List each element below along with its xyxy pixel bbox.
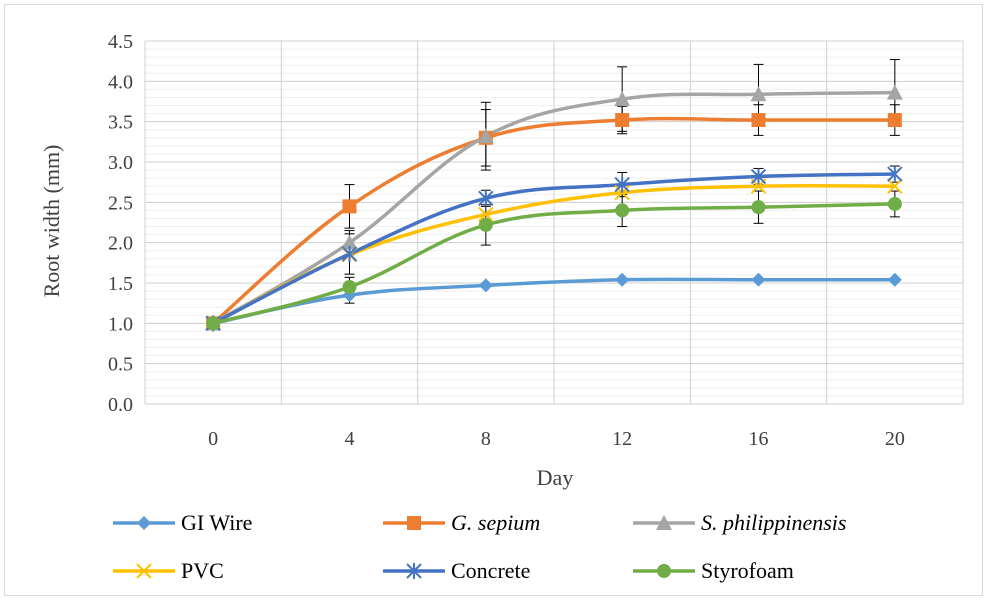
data-point-pvc	[478, 206, 494, 223]
data-point-gi-wire	[615, 272, 630, 287]
y-tick-label: 4.0	[108, 71, 133, 93]
legend-label: G. sepium	[451, 510, 540, 535]
data-point-styrofoam	[751, 200, 766, 215]
legend-marker	[407, 516, 421, 530]
x-axis-ticks: 0 4 8 12 16 20	[208, 428, 905, 450]
legend-item-g-sepium: G. sepium	[383, 510, 540, 535]
data-point-s-philippinensis	[477, 128, 494, 144]
data-point-styrofoam	[206, 316, 221, 331]
x-axis-title: Day	[537, 465, 574, 490]
legend-item-concrete: Concrete	[383, 558, 530, 583]
x-tick-label: 0	[208, 428, 218, 450]
x-tick-label: 12	[612, 428, 632, 450]
legend-label: GI Wire	[181, 510, 252, 535]
series-markers	[205, 84, 903, 332]
data-point-styrofoam	[342, 280, 357, 295]
grid-lines	[144, 40, 964, 405]
data-point-g-sepium	[342, 199, 357, 214]
series-line-gi-wire	[212, 277, 895, 326]
legend-marker	[137, 516, 151, 530]
y-axis-title: Root width (mm)	[39, 145, 64, 298]
data-point-g-sepium	[887, 113, 902, 128]
data-point-s-philippinensis	[341, 234, 358, 250]
x-tick-label: 16	[749, 428, 769, 450]
data-point-concrete	[341, 245, 358, 262]
data-point-g-sepium	[615, 113, 630, 128]
data-point-styrofoam	[887, 196, 902, 211]
data-point-concrete	[887, 166, 903, 183]
y-tick-label: 3.0	[108, 152, 133, 174]
y-tick-label: 3.5	[108, 112, 133, 134]
series-line-g-sepium	[212, 116, 895, 325]
legend-label: Styrofoam	[701, 558, 794, 583]
y-axis-ticks: 0.0 0.5 1.0 1.5 2.0 2.5 3.0 3.5 4.0 4.5	[108, 31, 133, 416]
series-lines	[212, 90, 895, 326]
legend-marker	[657, 564, 671, 578]
y-tick-label: 2.0	[108, 233, 133, 255]
legend-item-styrofoam: Styrofoam	[633, 558, 794, 583]
y-tick-label: 4.5	[108, 31, 133, 53]
data-point-concrete	[750, 168, 767, 185]
line-chart: 0.0 0.5 1.0 1.5 2.0 2.5 3.0 3.5 4.0 4.5 0 4 8 12 16 20…	[39, 31, 964, 583]
series-line-s-philippinensis	[212, 90, 895, 325]
data-point-s-philippinensis	[750, 86, 767, 102]
series-line-styrofoam	[212, 202, 895, 326]
legend-item-pvc: PVC	[113, 558, 224, 583]
data-point-gi-wire	[478, 278, 493, 293]
legend-marker	[656, 515, 672, 530]
data-point-s-philippinensis	[614, 91, 631, 107]
data-point-concrete	[478, 190, 494, 207]
x-tick-label: 4	[345, 428, 355, 450]
legend-label: S. philippinensis	[701, 510, 846, 535]
data-point-g-sepium	[751, 113, 766, 128]
data-point-gi-wire	[887, 272, 902, 287]
y-tick-label: 0.5	[108, 354, 133, 376]
data-point-pvc	[887, 178, 903, 194]
data-point-concrete	[614, 176, 630, 193]
chart-frame: 0.0 0.5 1.0 1.5 2.0 2.5 3.0 3.5 4.0 4.5 0 4 8 12 16 20…	[4, 4, 983, 596]
legend-marker	[406, 563, 422, 579]
data-point-gi-wire	[751, 272, 766, 287]
data-point-styrofoam	[478, 217, 493, 232]
data-point-styrofoam	[615, 203, 630, 218]
y-tick-label: 1.5	[108, 273, 133, 295]
legend-label: Concrete	[451, 558, 530, 583]
legend-item-gi-wire: GI Wire	[113, 510, 252, 535]
y-tick-label: 1.0	[108, 313, 133, 335]
x-tick-label: 20	[885, 428, 905, 450]
legend-label: PVC	[181, 558, 224, 583]
x-tick-label: 8	[481, 428, 491, 450]
legend-item-s-philippinensis: S. philippinensis	[633, 510, 846, 535]
series-line-concrete	[212, 172, 895, 325]
data-point-s-philippinensis	[886, 84, 903, 100]
y-tick-label: 0.0	[108, 394, 133, 416]
y-tick-label: 2.5	[108, 192, 133, 214]
legend-marker	[136, 563, 152, 579]
legend: GI Wire G. sepium S. philippinensis PVC Conc…	[113, 510, 846, 583]
